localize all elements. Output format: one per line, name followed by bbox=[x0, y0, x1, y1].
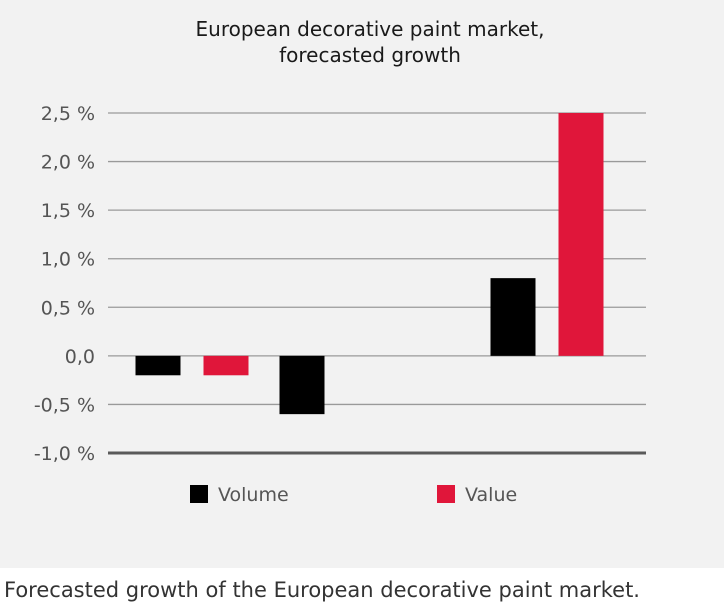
legend-swatch-volume bbox=[190, 485, 208, 503]
y-tick-label: 2,5 % bbox=[41, 103, 95, 125]
figure-caption: Forecasted growth of the European decora… bbox=[4, 578, 640, 602]
chart-title: European decorative paint market,forecas… bbox=[196, 17, 545, 67]
y-tick-label: 1,5 % bbox=[41, 200, 95, 222]
y-tick-label: 0,5 % bbox=[41, 297, 95, 319]
bar-chart: European decorative paint market,forecas… bbox=[34, 17, 646, 506]
bar-volume bbox=[279, 355, 325, 415]
legend-swatch-value bbox=[437, 485, 455, 503]
y-tick-label: -0,5 % bbox=[34, 394, 95, 416]
gridlines bbox=[108, 112, 646, 455]
legend: Volume Value bbox=[190, 484, 517, 506]
y-axis-ticks: 2,5 % 2,0 % 1,5 % 1,0 % 0,5 % 0,0 -0,5 % -1,0 % bbox=[34, 103, 95, 465]
y-tick-label: 0,0 bbox=[65, 346, 95, 368]
bar-volume bbox=[490, 278, 536, 356]
chart-title-line: European decorative paint market, bbox=[196, 17, 545, 41]
chart-title-line: forecasted growth bbox=[279, 43, 461, 67]
chart-panel: European decorative paint market, forecas… bbox=[0, 0, 724, 568]
bars bbox=[135, 113, 604, 415]
y-tick-label: 2,0 % bbox=[41, 152, 95, 174]
bar-value bbox=[203, 355, 249, 376]
legend-label-volume: Volume bbox=[218, 484, 289, 506]
y-tick-label: -1,0 % bbox=[34, 443, 95, 465]
bar-value bbox=[558, 113, 604, 356]
legend-label-value: Value bbox=[465, 484, 517, 506]
y-tick-label: 1,0 % bbox=[41, 249, 95, 271]
bar-volume bbox=[135, 355, 181, 376]
